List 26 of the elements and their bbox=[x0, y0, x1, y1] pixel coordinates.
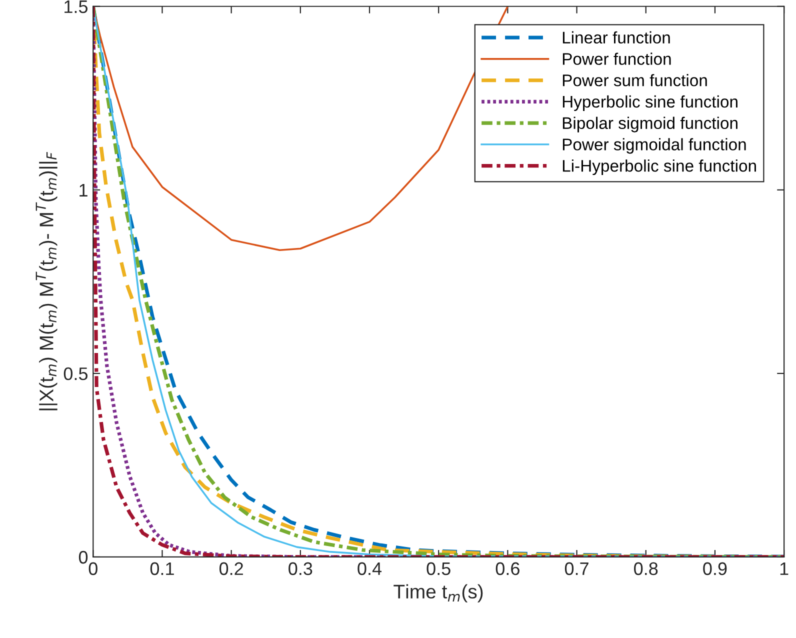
x-tick-label: 1 bbox=[780, 562, 788, 575]
text: ||X(t$_{m}$) M(t$_{m}$) M$^{T}$(t$_{m}$)- M$^{T}$(t$_{m}$)||$_{F}$ bbox=[36, 152, 58, 410]
x-tick-label: 0.6 bbox=[496, 562, 520, 576]
y-tick-label: 1 bbox=[80, 184, 88, 196]
line-series bbox=[93, 6, 784, 557]
x-tick-label: 0.1 bbox=[150, 562, 174, 576]
x-tick-label: 0.4 bbox=[358, 562, 382, 576]
x-tick-label: 0.7 bbox=[564, 562, 588, 576]
x-axis-title: Time t$_{m}$(s) bbox=[394, 584, 483, 602]
x-tick-label: 0.9 bbox=[703, 562, 727, 576]
x-tick-label: 0 bbox=[88, 562, 98, 576]
legend-label: Bipolar sigmoid function bbox=[562, 116, 738, 132]
y-tick-label: 0.5 bbox=[64, 367, 88, 380]
legend-label: Power sum function bbox=[562, 74, 707, 86]
legend-label: Power function bbox=[562, 52, 671, 65]
x-tick-label: 0.5 bbox=[426, 562, 450, 576]
x-tick-label: 0.2 bbox=[219, 562, 243, 576]
legend-label: Power sigmoidal function bbox=[562, 138, 746, 154]
line-series bbox=[93, 6, 509, 252]
legend-label: Linear function bbox=[562, 31, 670, 44]
y-tick-label: 0 bbox=[78, 550, 88, 564]
y-tick-label: 1.5 bbox=[64, 0, 88, 14]
legend-label: Hyperbolic sine function bbox=[562, 95, 738, 111]
x-tick-label: 0.8 bbox=[634, 562, 658, 576]
legend-label: Li-Hyperbolic sine function bbox=[562, 160, 756, 176]
x-tick-label: 0.3 bbox=[288, 562, 312, 576]
